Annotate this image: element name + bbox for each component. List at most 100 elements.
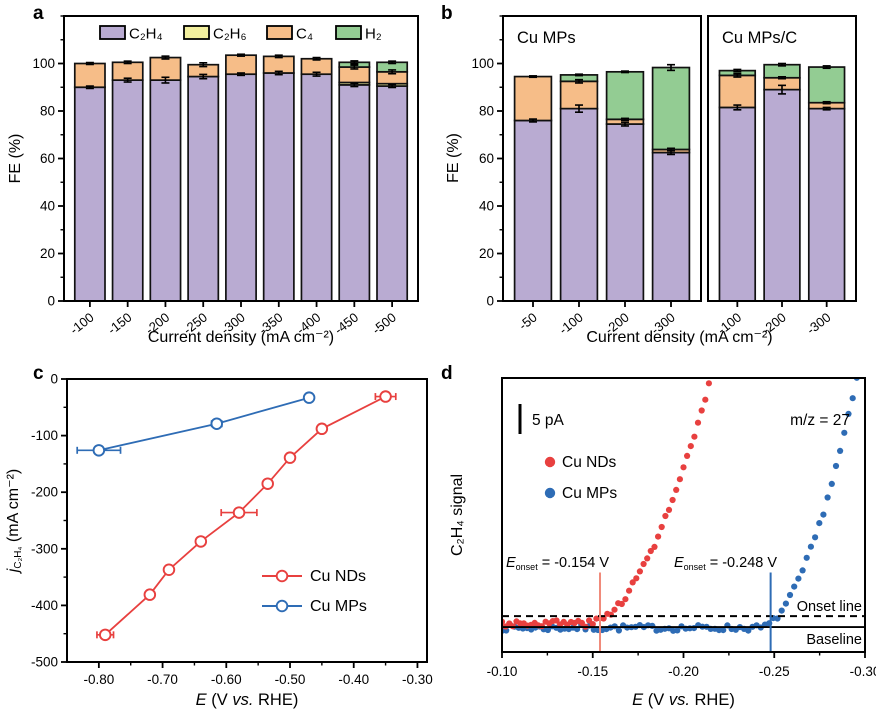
- x-tick-label: -0.10: [487, 664, 518, 679]
- legend-label: Cu MPs: [562, 485, 617, 502]
- x-tick-label: -0.20: [668, 664, 699, 679]
- y-axis: 0 20 40 60 80 100: [471, 15, 503, 309]
- bar-segment: [262, 55, 295, 74]
- onset-annotation: Eonset = -0.154 V: [506, 555, 609, 572]
- legend-label: H₂: [365, 26, 382, 43]
- data-point: [92, 444, 106, 457]
- legend-label: C₂H₆: [213, 26, 247, 43]
- panel-b-label: b: [441, 3, 453, 24]
- plot-frame: [707, 15, 857, 302]
- y-tick-label: 60: [40, 151, 55, 166]
- legend-swatch: [183, 25, 210, 40]
- y-tick-label: 0: [50, 372, 58, 387]
- data-point: [194, 535, 208, 548]
- x-tick-label: -0.25: [759, 664, 790, 679]
- data-point: [162, 563, 176, 576]
- y-tick-label: -100: [31, 428, 58, 443]
- legend-label: Cu NDs: [562, 454, 617, 471]
- bar-segment: [149, 79, 182, 302]
- y-axis: 0 20 40 60 80 100: [32, 15, 64, 309]
- group-title: Cu MPs/C: [722, 29, 797, 47]
- y-tick-label: -500: [31, 655, 58, 670]
- data-point: [302, 391, 316, 404]
- data-point: [98, 628, 112, 642]
- y-tick-label: 40: [479, 199, 494, 214]
- x-tick-label: -100: [67, 310, 97, 338]
- mz-label: m/z = 27: [790, 412, 850, 429]
- x-tick-label: -0.60: [211, 672, 242, 687]
- bar-segment: [513, 119, 553, 302]
- y-axis-title: C₂H₄ signal: [449, 474, 466, 556]
- bars-group: -50 -100 -200 -300: [513, 63, 691, 338]
- x-axis-title: Current density (mA cm⁻²): [148, 329, 334, 346]
- y-tick-label: 20: [479, 246, 494, 261]
- series-cu-mps: [76, 391, 316, 457]
- y-tick-label: -400: [31, 598, 58, 613]
- data-point: [315, 422, 329, 436]
- bar-segment: [338, 84, 371, 302]
- bar-segment: [718, 74, 757, 109]
- y-axis-title: FE (%): [445, 133, 462, 183]
- x-tick-label: -50: [516, 310, 540, 333]
- x-tick-label: -0.15: [577, 664, 608, 679]
- x-tick-label: -0.50: [275, 672, 306, 687]
- panel-d-label: d: [441, 363, 453, 384]
- data-point: [143, 588, 157, 601]
- legend-label: C₂H₄: [129, 26, 163, 43]
- scatter-series: [502, 378, 860, 634]
- x-axis-title: E (V vs. RHE): [632, 691, 735, 709]
- bars-group: -100 -150 -200 -250 -300 -350 -400 -450 -500: [67, 53, 409, 338]
- bar-segment: [605, 70, 645, 121]
- bar-segment: [262, 72, 295, 302]
- plot-frame: [66, 378, 428, 663]
- y-axis-title: FE (%): [7, 134, 24, 184]
- bar-segment: [807, 107, 846, 302]
- x-tick-label: -300: [804, 310, 834, 338]
- y-tick-label: -200: [31, 485, 58, 500]
- bar-segment: [73, 86, 106, 302]
- data-point: [379, 390, 392, 403]
- x-tick-label: -0.30: [402, 672, 433, 687]
- bar-segment: [300, 73, 333, 302]
- y-tick-label: 60: [479, 151, 494, 166]
- panel-c-label: c: [33, 363, 44, 384]
- panel-a-label: a: [33, 3, 44, 24]
- data-point: [261, 477, 274, 490]
- scale-bar-label: 5 pA: [532, 412, 565, 429]
- bar-segment: [225, 54, 257, 76]
- baseline-label: Baseline: [806, 632, 862, 648]
- legend-label: Cu NDs: [310, 568, 366, 585]
- bar-segment: [225, 73, 257, 302]
- x-tick-label: -0.30: [850, 664, 876, 679]
- x-tick-label: -0.70: [147, 672, 178, 687]
- bar-segment: [111, 79, 144, 302]
- bar-segment: [559, 107, 599, 302]
- legend-swatch: [266, 25, 293, 40]
- onset-line-label: Onset line: [797, 599, 862, 615]
- data-point: [210, 417, 223, 430]
- x-tick-label: -0.80: [83, 672, 114, 687]
- bars-group: -100 -200 -300: [714, 62, 846, 338]
- panel-c-chart: -0.80 -0.70 -0.60 -0.50 -0.40 -0.30 0 -100 -200 -…: [5, 372, 433, 710]
- x-tick-label: -0.40: [338, 672, 369, 687]
- x-axis-title: Current density (mA cm⁻²): [586, 329, 772, 346]
- y-tick-label: -300: [31, 541, 58, 556]
- bar-segment: [807, 66, 846, 104]
- bar-segment: [513, 75, 553, 122]
- data-point: [232, 506, 246, 519]
- y-tick-label: 80: [40, 104, 55, 119]
- bar-segment: [376, 85, 409, 302]
- legend-label: C₄: [296, 26, 313, 43]
- bar-segment: [651, 151, 691, 302]
- bar-segment: [73, 62, 106, 89]
- legend-label: Cu MPs: [310, 598, 367, 615]
- x-tick-label: -500: [369, 310, 399, 338]
- x-tick-label: -100: [556, 310, 586, 338]
- y-tick-label: 100: [32, 56, 55, 71]
- legend-swatch: [335, 25, 362, 40]
- y-axis-title: jC₂H₄ (mA cm⁻²): [5, 469, 24, 574]
- y-tick-label: 0: [47, 294, 55, 309]
- onset-annotation: Eonset = -0.248 V: [674, 555, 777, 572]
